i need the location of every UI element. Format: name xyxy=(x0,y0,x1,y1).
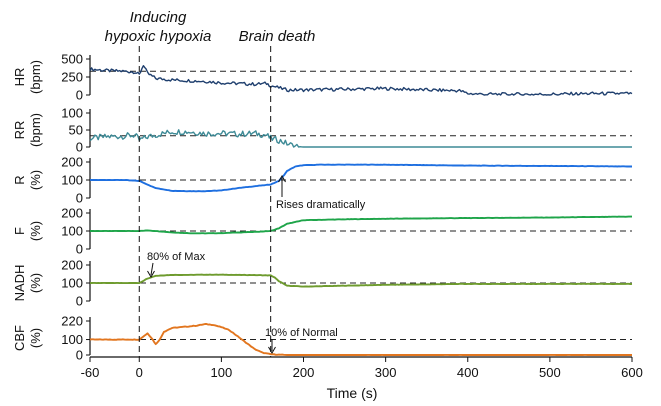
f-y-tick-label: 0 xyxy=(76,242,83,257)
annotation-10-of-normal: 10% of Normal xyxy=(265,327,338,339)
x-axis: -60 0 100 200 300 400 500 600 Time (s) xyxy=(81,356,643,401)
arrowhead-rises-dramatically xyxy=(278,175,286,183)
nadh-series-line xyxy=(89,273,633,288)
hr-y-tick-label: 500 xyxy=(61,52,83,67)
x-tick-label: 400 xyxy=(457,365,479,380)
cbf-series-line xyxy=(89,323,632,356)
x-tick-label: 0 xyxy=(136,365,143,380)
r-y-tick-label: 0 xyxy=(76,191,83,206)
x-tick-label: 300 xyxy=(375,365,397,380)
rr-y-tick-label: 0 xyxy=(76,140,83,155)
r-y-unit: (%) xyxy=(28,170,43,190)
f-y-unit: (%) xyxy=(28,221,43,241)
phase-labels: Inducing hypoxic hypoxia Brain death xyxy=(105,9,316,45)
hr-y-unit: (bpm) xyxy=(28,60,43,94)
f-y-label: F xyxy=(12,227,27,235)
arrowhead-80-of-max xyxy=(147,270,155,278)
rr-y-tick-label: 50 xyxy=(69,123,83,138)
nadh-y-tick-label: 100 xyxy=(61,276,83,291)
panel-hr: 500 250 0 HR (bpm) xyxy=(12,52,633,103)
panel-f: 200 100 0 F (%) xyxy=(12,206,632,257)
nadh-y-unit: (%) xyxy=(28,273,43,293)
nadh-y-tick-label: 0 xyxy=(76,294,83,309)
hr-y-label: HR xyxy=(12,68,27,87)
panel-rr: 100 50 0 RR (bpm) xyxy=(12,106,632,155)
phase-label-hypoxia-line1: Inducing xyxy=(130,9,187,26)
cbf-y-label: CBF xyxy=(12,325,27,351)
hr-y-tick-label: 0 xyxy=(76,88,83,103)
annotation-rises-dramatically: Rises dramatically xyxy=(276,199,366,211)
phase-label-hypoxia-line2: hypoxic hypoxia xyxy=(105,28,212,45)
arrow-80-of-max xyxy=(150,262,154,276)
r-series-line xyxy=(89,163,632,193)
nadh-y-tick-label: 200 xyxy=(61,258,83,273)
panel-nadh: 200 100 0 NADH (%) xyxy=(12,258,633,309)
arrowhead-10-of-normal xyxy=(268,346,276,354)
nadh-y-label: NADH xyxy=(12,265,27,302)
x-tick-label: 100 xyxy=(211,365,233,380)
panel-r: 200 100 0 R (%) xyxy=(12,155,632,206)
x-tick-label: 200 xyxy=(293,365,315,380)
f-y-tick-label: 200 xyxy=(61,206,83,221)
x-tick-label: -60 xyxy=(81,365,100,380)
x-axis-label: Time (s) xyxy=(327,385,378,401)
rr-y-label: RR xyxy=(12,121,27,140)
f-y-tick-label: 100 xyxy=(61,224,83,239)
hr-series-line xyxy=(89,65,633,96)
cbf-y-tick-label: 0 xyxy=(76,348,83,363)
r-y-tick-label: 200 xyxy=(61,155,83,170)
r-y-tick-label: 100 xyxy=(61,173,83,188)
rr-y-unit: (bpm) xyxy=(28,113,43,147)
cbf-y-unit: (%) xyxy=(28,328,43,348)
x-axis-ticks: -60 0 100 200 300 400 500 600 xyxy=(81,357,643,380)
annotation-80-of-max: 80% of Max xyxy=(147,251,206,263)
r-y-label: R xyxy=(12,175,27,184)
hr-y-tick-label: 250 xyxy=(61,70,83,85)
annotations: Rises dramatically 80% of Max 10% of Nor… xyxy=(147,175,366,354)
f-series-line xyxy=(90,215,632,235)
x-tick-label: 500 xyxy=(539,365,561,380)
rr-y-tick-label: 100 xyxy=(61,106,83,121)
cbf-y-tick-label: 100 xyxy=(61,332,83,347)
cbf-y-tick-label: 220 xyxy=(61,314,83,329)
x-tick-label: 600 xyxy=(621,365,643,380)
phase-label-brain-death: Brain death xyxy=(239,28,316,45)
phase-lines xyxy=(138,46,272,357)
annotation-arrows xyxy=(147,175,286,354)
rr-series-line xyxy=(89,129,632,148)
